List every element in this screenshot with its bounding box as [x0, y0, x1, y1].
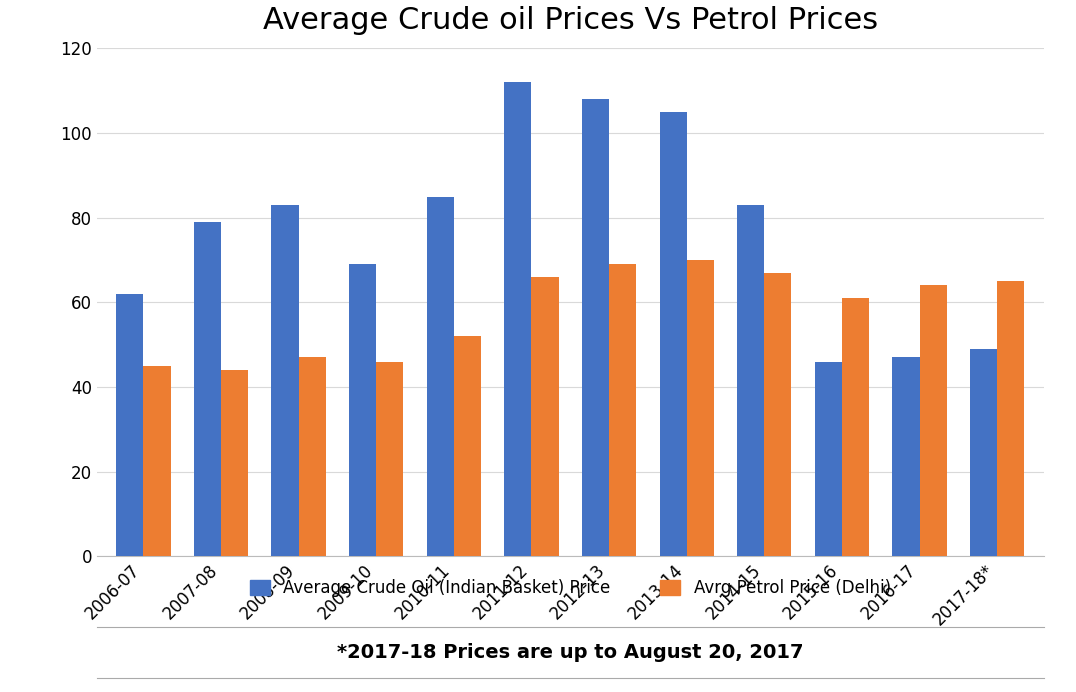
Bar — [116, 294, 143, 556]
Bar — [997, 281, 1024, 556]
Bar — [582, 99, 609, 556]
Bar — [686, 260, 713, 556]
Bar — [221, 370, 249, 556]
Bar — [271, 205, 299, 556]
Bar — [505, 82, 532, 556]
Bar — [920, 285, 947, 556]
Bar — [609, 264, 636, 556]
Bar — [764, 273, 792, 556]
Title: Average Crude oil Prices Vs Petrol Prices: Average Crude oil Prices Vs Petrol Price… — [263, 6, 878, 35]
Bar — [299, 357, 326, 556]
Bar — [377, 362, 404, 556]
Bar — [841, 298, 869, 556]
Bar — [349, 264, 377, 556]
Bar — [532, 277, 558, 556]
Bar — [660, 112, 686, 556]
Bar — [892, 357, 920, 556]
Bar — [143, 366, 171, 556]
Legend: Average Crude Oil (Indian Basket) Price, Avrg Petrol Price (Delhi): Average Crude Oil (Indian Basket) Price,… — [243, 572, 897, 604]
Bar — [737, 205, 764, 556]
Text: *2017-18 Prices are up to August 20, 2017: *2017-18 Prices are up to August 20, 201… — [337, 644, 804, 662]
Bar — [194, 222, 221, 556]
Bar — [815, 362, 841, 556]
Bar — [969, 349, 997, 556]
Bar — [427, 197, 454, 556]
Bar — [454, 336, 481, 556]
